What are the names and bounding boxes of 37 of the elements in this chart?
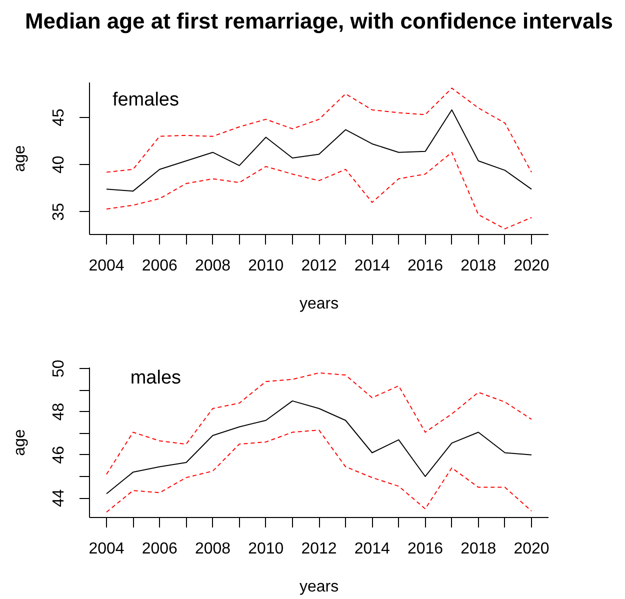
y-axis-title: age <box>12 429 28 456</box>
line-series <box>106 400 532 494</box>
y-tick-label: 35 <box>50 202 68 221</box>
x-tick-label: 2012 <box>301 258 337 274</box>
x-tick-label: 2008 <box>194 540 231 558</box>
annotation: females <box>112 89 179 110</box>
y-tick-label: 46 <box>50 446 68 464</box>
x-tick-label: 2020 <box>514 540 550 558</box>
x-tick-label: 2016 <box>407 540 444 558</box>
x-tick-label: 2008 <box>194 258 231 274</box>
x-tick-label: 2016 <box>407 258 444 274</box>
line-series <box>106 152 532 230</box>
x-tick-label: 2006 <box>142 540 178 558</box>
x-tick-label: 2004 <box>88 540 124 558</box>
x-tick-label: 2010 <box>248 540 284 558</box>
x-axis-title: years <box>299 296 339 312</box>
line-series <box>106 109 532 192</box>
y-tick-label: 45 <box>50 108 68 126</box>
x-tick-label: 2018 <box>460 540 496 558</box>
x-tick-label: 2014 <box>354 540 390 558</box>
x-tick-label: 2018 <box>460 258 496 274</box>
chart-title: Median age at first remarriage, with confidence intervals <box>24 8 614 34</box>
x-axis-title: years <box>299 578 339 596</box>
x-tick-label: 2006 <box>142 258 178 274</box>
x-tick-label: 2012 <box>301 540 337 558</box>
y-tick-label: 50 <box>50 360 68 378</box>
x-tick-label: 2020 <box>514 258 550 274</box>
y-axis-title: age <box>12 145 28 172</box>
x-tick-label: 2004 <box>88 258 124 274</box>
line-series <box>106 430 532 513</box>
line-series <box>106 88 532 173</box>
x-tick-label: 2010 <box>248 258 284 274</box>
y-tick-label: 44 <box>50 489 68 507</box>
annotation: males <box>130 368 182 388</box>
y-tick-label: 40 <box>50 156 68 174</box>
x-tick-label: 2014 <box>354 258 390 274</box>
y-tick-label: 48 <box>50 402 68 421</box>
